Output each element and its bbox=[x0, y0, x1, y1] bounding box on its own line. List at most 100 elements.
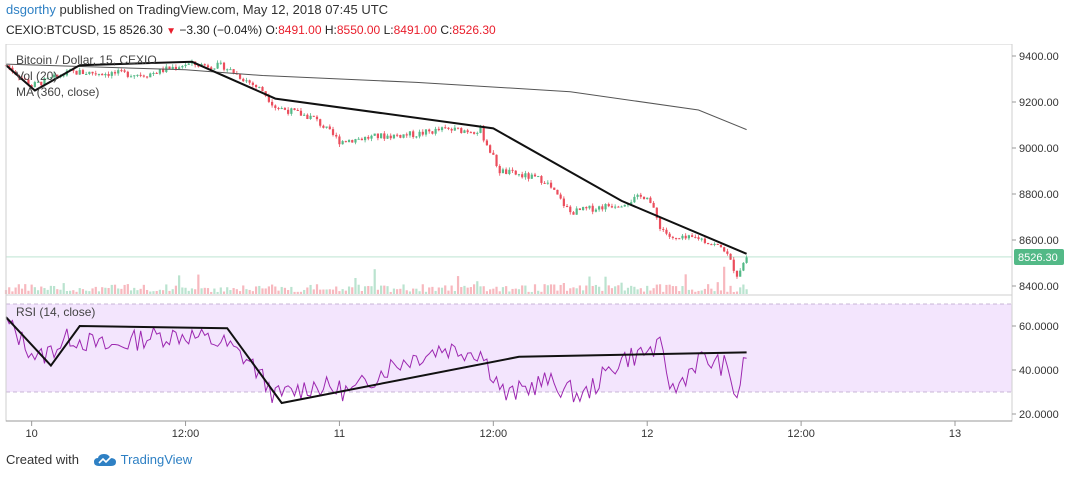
volume-bar bbox=[623, 290, 626, 294]
price-axis[interactable]: 9400.00 9200.00 9000.00 8800.00 8600.00 8400.… bbox=[1012, 51, 1059, 293]
volume-bar bbox=[729, 285, 732, 294]
volume-bar bbox=[540, 291, 543, 294]
volume-bar bbox=[495, 286, 498, 294]
candle-body bbox=[633, 196, 636, 203]
volume-bar bbox=[402, 284, 405, 294]
chart-canvas[interactable]: 9400.00 9200.00 9000.00 8800.00 8600.00 8400.… bbox=[0, 44, 1076, 450]
volume-bar bbox=[530, 291, 533, 294]
cloud-logo-icon[interactable] bbox=[93, 452, 117, 468]
price-trendline[interactable] bbox=[5, 60, 747, 255]
volume-bar bbox=[168, 290, 171, 294]
candle-body bbox=[309, 115, 312, 119]
candle-body bbox=[469, 132, 472, 134]
volume-bar bbox=[591, 285, 594, 294]
volume-bar bbox=[213, 288, 216, 294]
candle-body bbox=[290, 108, 293, 114]
volume-bar bbox=[126, 284, 129, 294]
price-legend-title[interactable]: Bitcoin / Dollar, 15, CEXIO bbox=[16, 53, 157, 67]
volume-bar bbox=[447, 290, 450, 294]
candle-body bbox=[62, 75, 65, 77]
candle-body bbox=[238, 74, 242, 79]
candle-body bbox=[537, 176, 540, 178]
candle-body bbox=[466, 130, 469, 133]
candle-body bbox=[463, 130, 466, 133]
candle-body bbox=[94, 73, 97, 75]
volume-bar bbox=[78, 288, 81, 294]
volume-bar bbox=[732, 291, 735, 294]
volume-bar bbox=[614, 286, 617, 294]
candle-body bbox=[668, 233, 671, 237]
volume-bar bbox=[633, 286, 636, 294]
candle-body bbox=[460, 128, 463, 133]
triangle-down-icon: ▼ bbox=[166, 26, 177, 37]
price-tick-label: 9000.00 bbox=[1019, 143, 1059, 155]
candle-body bbox=[546, 182, 549, 184]
candle-body bbox=[75, 70, 78, 75]
candle-body bbox=[216, 62, 219, 69]
volume-bar bbox=[101, 287, 104, 294]
volume-bar bbox=[27, 290, 30, 294]
candle-body bbox=[735, 270, 739, 277]
candle-body bbox=[652, 202, 655, 208]
volume-bar bbox=[421, 284, 424, 294]
volume-bar bbox=[489, 289, 492, 294]
candle-body bbox=[549, 182, 553, 188]
volume-bar bbox=[187, 290, 190, 294]
candle-body bbox=[508, 169, 511, 174]
volume-bar bbox=[527, 291, 530, 294]
candle-body bbox=[267, 95, 270, 102]
volume-bar bbox=[33, 287, 36, 294]
volume-bar bbox=[553, 284, 556, 294]
ma-legend[interactable]: MA (360, close) bbox=[16, 85, 99, 99]
last-price-tag-text: 8526.30 bbox=[1018, 252, 1058, 264]
volume-bar bbox=[254, 286, 258, 294]
volume-bar bbox=[171, 289, 174, 294]
candle-body bbox=[614, 206, 617, 208]
volume-bar bbox=[456, 276, 460, 294]
volume-bar bbox=[69, 290, 72, 294]
volume-bar bbox=[277, 290, 280, 294]
volume-bar bbox=[152, 291, 155, 294]
volume-bar bbox=[642, 291, 646, 294]
candle-body bbox=[495, 154, 498, 167]
volume-legend[interactable]: Vol (20) bbox=[16, 69, 57, 83]
rsi-trendline[interactable] bbox=[5, 316, 747, 405]
volume-bar bbox=[639, 288, 642, 294]
candle-body bbox=[335, 134, 338, 137]
volume-bar bbox=[190, 288, 194, 294]
rsi-band bbox=[6, 304, 1012, 392]
rsi-tick-label: 40.0000 bbox=[1019, 365, 1059, 377]
tradingview-link[interactable]: TradingView bbox=[120, 452, 193, 467]
candle-body bbox=[662, 228, 665, 230]
candle-body bbox=[56, 74, 59, 77]
volume-bar bbox=[110, 284, 113, 294]
volume-bar bbox=[428, 287, 431, 294]
volume-bar bbox=[261, 288, 264, 294]
volume-bar bbox=[742, 284, 745, 294]
candle-body bbox=[33, 82, 36, 87]
candle-body bbox=[745, 257, 748, 263]
author-link[interactable]: dsgorthy bbox=[6, 2, 56, 17]
volume-bar bbox=[415, 288, 418, 294]
rsi-legend[interactable]: RSI (14, close) bbox=[16, 305, 95, 319]
candle-body bbox=[674, 237, 678, 239]
volume-bar bbox=[674, 286, 678, 294]
volume-bar bbox=[271, 284, 274, 294]
volume-bar bbox=[668, 284, 671, 294]
ma-360-line bbox=[5, 63, 747, 131]
candle-body bbox=[203, 64, 206, 66]
volume-bar bbox=[357, 284, 360, 294]
ohlc-line: CEXIO:BTCUSD, 15 8526.30 ▼ −3.30 (−0.04%… bbox=[6, 23, 496, 37]
candle-body bbox=[476, 132, 479, 134]
candle-body bbox=[598, 206, 601, 210]
time-axis[interactable]: 10 12:00 11 12:00 12 12:00 13 bbox=[26, 421, 962, 440]
volume-bar bbox=[354, 278, 357, 294]
candle-body bbox=[565, 205, 569, 207]
volume-bar bbox=[11, 291, 14, 294]
volume-bar bbox=[194, 289, 197, 294]
rsi-axis[interactable]: 60.0000 40.0000 20.0000 bbox=[1012, 321, 1059, 421]
volume-bar bbox=[123, 284, 126, 294]
volume-bar bbox=[149, 291, 152, 294]
candle-body bbox=[363, 136, 367, 141]
candle-body bbox=[524, 173, 527, 178]
